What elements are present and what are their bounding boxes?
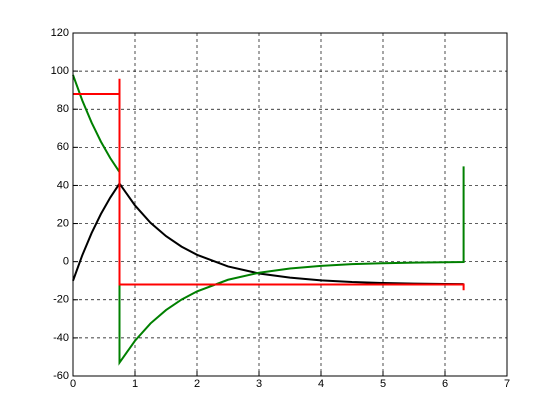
y-tick-label: 60 [57, 141, 69, 153]
data-line [73, 78, 465, 291]
x-tick-label: 4 [318, 378, 324, 390]
x-tick-label: 1 [132, 378, 138, 390]
axes-box [72, 32, 508, 377]
y-tick-label: -40 [53, 332, 69, 344]
y-tick-label: 0 [63, 256, 69, 268]
data-line [72, 181, 464, 286]
x-tick-label: 5 [380, 378, 386, 390]
x-tick-label: 7 [504, 378, 510, 390]
y-tick-label: 80 [57, 103, 69, 115]
y-tick-label: 100 [51, 65, 69, 77]
x-tick-label: 2 [194, 378, 200, 390]
y-tick-label: -60 [53, 370, 69, 382]
x-tick-label: 3 [256, 378, 262, 390]
x-tick-label: 6 [442, 378, 448, 390]
y-tick-label: 20 [57, 217, 69, 229]
y-tick-label: 40 [57, 179, 69, 191]
y-tick-label: -20 [53, 294, 69, 306]
plot-area [73, 33, 507, 376]
x-tick-label: 0 [70, 378, 76, 390]
y-tick-label: 120 [51, 27, 69, 39]
data-line [72, 74, 465, 366]
